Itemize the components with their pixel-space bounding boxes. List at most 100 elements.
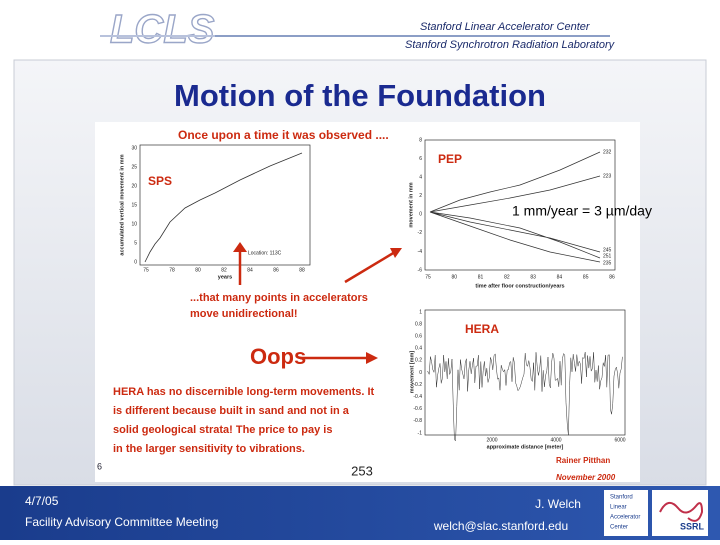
x-tick-label: 82 xyxy=(221,267,227,273)
x-tick-label: 81 xyxy=(478,274,484,280)
x-tick-label: 80 xyxy=(452,274,458,280)
slac-logo-text: Accelerator xyxy=(610,515,640,521)
header-org: Stanford Linear Accelerator Center xyxy=(420,21,591,33)
x-tick-label: 4000 xyxy=(550,437,561,443)
slac-logo-text: Linear xyxy=(610,505,627,511)
y-tick-label: -6 xyxy=(418,267,423,273)
annotation: Location: 113C xyxy=(248,250,282,256)
y-tick-label: 0 xyxy=(134,259,137,265)
y-tick-label: 0.2 xyxy=(415,358,422,364)
header-org: Stanford Synchrotron Radiation Laborator… xyxy=(405,39,616,51)
slac-logo xyxy=(604,490,648,536)
y-tick-label: 5 xyxy=(134,240,137,246)
y-tick-label: 1 xyxy=(419,309,422,315)
footer-date: 4/7/05 xyxy=(25,494,59,508)
arrowhead xyxy=(366,352,378,364)
logo: LCLS xyxy=(110,8,215,52)
y-tick-label: 0 xyxy=(419,370,422,376)
x-tick-label: 86 xyxy=(273,267,279,273)
curve-label: 251 xyxy=(603,253,612,259)
y-tick-label: -0.4 xyxy=(413,394,422,400)
curve-label: 245 xyxy=(603,247,612,253)
footer xyxy=(0,486,720,540)
x-tick-label: 84 xyxy=(247,267,253,273)
author: Rainer Pitthan xyxy=(556,456,610,465)
page-number: 6 xyxy=(97,461,102,471)
y-tick-label: 15 xyxy=(131,202,137,208)
y-tick-label: 0.4 xyxy=(415,346,422,352)
sps-axes xyxy=(139,144,311,266)
y-tick-label: 8 xyxy=(419,137,422,143)
figure xyxy=(95,122,640,482)
x-tick-label: 6000 xyxy=(614,437,625,443)
annotation: is different because built in sand and n… xyxy=(113,405,350,417)
x-tick-label: 2000 xyxy=(486,437,497,443)
arrowhead xyxy=(233,242,247,252)
annotation: in the larger sensitivity to vibrations. xyxy=(113,443,305,455)
y-tick-label: -0.8 xyxy=(413,418,422,424)
curve-label: 235 xyxy=(603,260,612,266)
axis-label: movement in mm xyxy=(408,182,414,227)
curve-label: 232 xyxy=(603,149,612,155)
annotation: move unidirectional! xyxy=(190,308,298,320)
y-tick-label: 10 xyxy=(131,221,137,227)
y-tick-label: -4 xyxy=(418,249,423,255)
annotation: solid geological strata! The price to pa… xyxy=(113,424,332,436)
x-tick-label: 75 xyxy=(143,267,149,273)
y-tick-label: 4 xyxy=(419,174,422,180)
annotation: ...that many points in accelerators xyxy=(190,292,368,304)
chart-label: PEP xyxy=(438,152,462,166)
annotation: Once upon a time it was observed .... xyxy=(178,128,389,142)
slac-logo-text: Stanford xyxy=(610,495,633,501)
y-tick-label: 0.8 xyxy=(415,321,422,327)
y-tick-label: -2 xyxy=(418,230,423,236)
axis-label: accumulated vertical movement in mm xyxy=(119,154,125,255)
x-tick-label: 84 xyxy=(557,274,563,280)
hera-trace xyxy=(426,351,623,442)
footer-presenter: J. Welch xyxy=(535,497,581,511)
slide-number: 253 xyxy=(351,463,373,478)
author-date: November 2000 xyxy=(556,473,616,482)
y-tick-label: 25 xyxy=(131,164,137,170)
ssrl-text: SSRL xyxy=(680,521,705,531)
x-tick-label: 86 xyxy=(609,274,615,280)
chart-label: HERA xyxy=(465,322,499,336)
y-tick-label: 0.6 xyxy=(415,334,422,340)
slide-title: Motion of the Foundation xyxy=(174,78,546,113)
footer-email: welch@slac.stanford.edu xyxy=(433,519,568,533)
annotation: Oops xyxy=(250,344,306,369)
arrow xyxy=(344,250,396,284)
sps-curve xyxy=(144,152,303,263)
footer-meeting: Facility Advisory Committee Meeting xyxy=(25,515,218,529)
y-tick-label: 30 xyxy=(131,145,137,151)
slac-logo-text: Center xyxy=(610,525,628,531)
pep-curves xyxy=(429,151,601,263)
arrowhead xyxy=(390,248,402,258)
ssrl-swirl xyxy=(659,501,704,522)
axis-label: years xyxy=(218,274,232,280)
y-tick-label: 0 xyxy=(419,212,422,218)
y-tick-label: -0.6 xyxy=(413,406,422,412)
rate-note: 1 mm/year = 3 µm/day xyxy=(512,203,652,219)
x-tick-label: 80 xyxy=(195,267,201,273)
curve-label: 223 xyxy=(603,173,612,179)
pep-axes xyxy=(424,139,616,271)
x-tick-label: 83 xyxy=(530,274,536,280)
x-tick-label: 88 xyxy=(299,267,305,273)
axis-label: approximate distance [meter] xyxy=(487,444,564,450)
x-tick-label: 85 xyxy=(583,274,589,280)
x-tick-label: 78 xyxy=(169,267,175,273)
y-tick-label: 6 xyxy=(419,156,422,162)
hera-axes xyxy=(424,309,626,436)
axis-label: time after floor construction/years xyxy=(475,283,564,289)
y-tick-label: -1 xyxy=(418,430,423,436)
chart-label: SPS xyxy=(148,174,172,188)
y-tick-label: -0.2 xyxy=(413,382,422,388)
annotation: HERA has no discernible long-term moveme… xyxy=(113,386,375,398)
axis-label: movement [mm] xyxy=(409,351,415,394)
ssrl-logo xyxy=(652,490,708,536)
x-tick-label: 82 xyxy=(504,274,510,280)
x-tick-label: 75 xyxy=(425,274,431,280)
y-tick-label: 2 xyxy=(419,193,422,199)
